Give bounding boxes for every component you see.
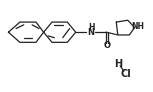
Text: Cl: Cl xyxy=(120,69,131,79)
Text: H: H xyxy=(114,59,122,69)
Text: H: H xyxy=(88,23,94,32)
Text: O: O xyxy=(104,41,111,51)
Text: NH: NH xyxy=(131,22,144,31)
Text: N: N xyxy=(88,28,95,37)
